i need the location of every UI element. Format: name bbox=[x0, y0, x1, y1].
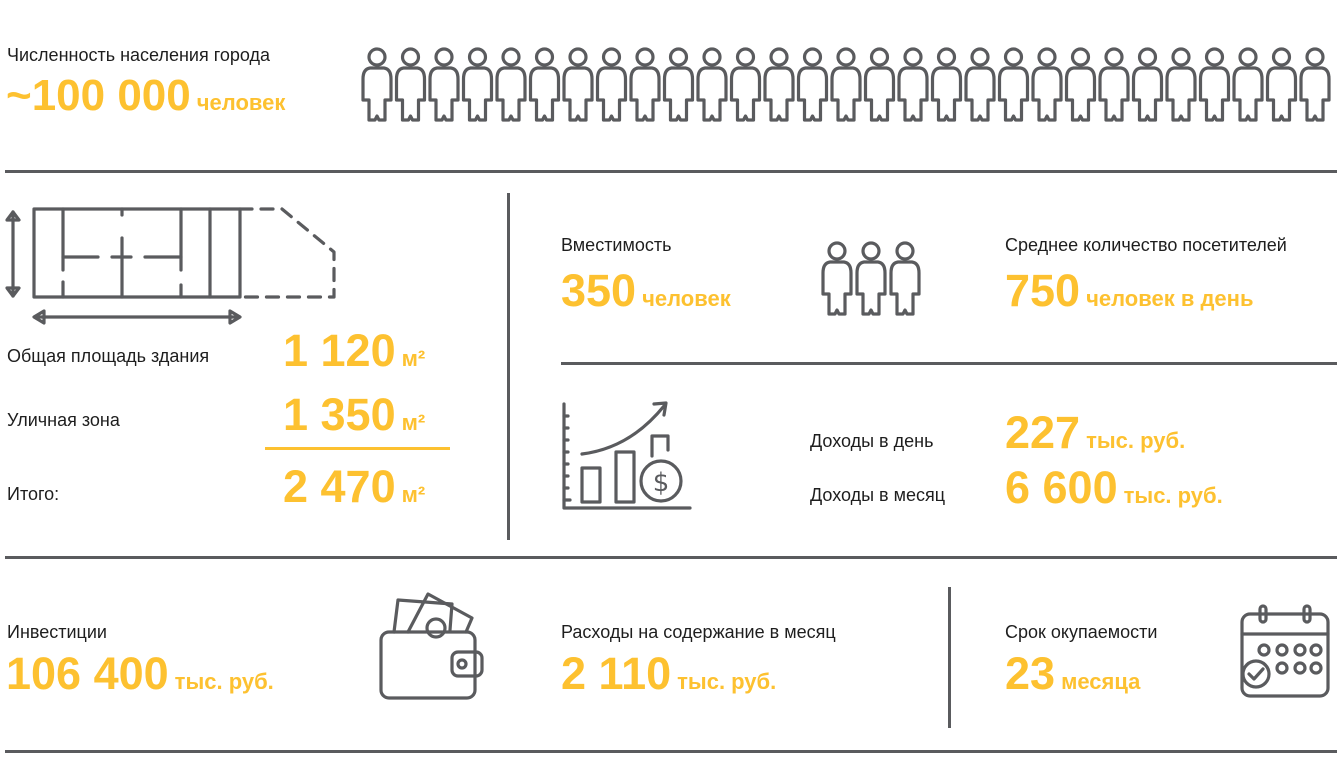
person-icon bbox=[461, 47, 494, 122]
value-unit: тыс. руб. bbox=[1123, 483, 1223, 508]
value-unit: м² bbox=[401, 482, 426, 507]
person-icon bbox=[428, 47, 460, 122]
person-icon bbox=[1165, 47, 1197, 122]
person-icon bbox=[361, 47, 393, 122]
person-icon bbox=[1031, 47, 1063, 122]
sum-line bbox=[265, 447, 450, 450]
person-icon bbox=[595, 47, 628, 122]
value-unit: тыс. руб. bbox=[677, 669, 777, 694]
expenses-label: Расходы на содержание в месяц bbox=[561, 622, 836, 642]
value-unit: месяца bbox=[1061, 669, 1141, 694]
income-month-value: 6 600 тыс. руб. bbox=[1005, 465, 1223, 510]
svg-text:$: $ bbox=[653, 468, 670, 498]
total-building-area-value: 1 120 м² bbox=[283, 328, 425, 373]
value-unit: м² bbox=[401, 346, 426, 371]
person-icon bbox=[729, 47, 762, 122]
growth-chart-dollar-icon: $ bbox=[562, 401, 692, 510]
person-icon bbox=[696, 47, 728, 122]
street-zone-label: Уличная зона bbox=[7, 410, 120, 430]
value-unit: тыс. руб. bbox=[174, 669, 274, 694]
total-value: 2 470 м² bbox=[283, 464, 425, 509]
total-label: Итого: bbox=[7, 484, 60, 504]
street-zone-value: 1 350 м² bbox=[283, 392, 425, 437]
person-icon bbox=[821, 241, 853, 316]
person-icon bbox=[997, 47, 1030, 122]
person-icon bbox=[394, 47, 427, 122]
investments-value: 106 400 тыс. руб. bbox=[6, 651, 274, 696]
value-number: 6 600 bbox=[1005, 462, 1118, 513]
value-unit: человек в день bbox=[1086, 286, 1254, 311]
person-icon bbox=[495, 47, 527, 122]
vertical-divider bbox=[948, 587, 951, 728]
income-day-value: 227 тыс. руб. bbox=[1005, 410, 1185, 455]
person-icon bbox=[1232, 47, 1264, 122]
divider bbox=[561, 362, 1337, 365]
value-number: 227 bbox=[1005, 407, 1081, 458]
population-label: Численность населения города bbox=[7, 45, 271, 65]
person-icon bbox=[1131, 47, 1164, 122]
person-icon bbox=[897, 47, 929, 122]
value-number: 2 110 bbox=[561, 648, 672, 699]
person-icon bbox=[1098, 47, 1130, 122]
population-number: ~100 000 bbox=[6, 71, 191, 120]
visitors-value: 750 человек в день bbox=[1005, 268, 1253, 313]
value-number: 23 bbox=[1005, 648, 1056, 699]
person-icon bbox=[528, 47, 561, 122]
person-icon bbox=[964, 47, 996, 122]
wallet-icon bbox=[379, 592, 484, 700]
value-unit: тыс. руб. bbox=[1086, 428, 1186, 453]
income-day-label: Доходы в день bbox=[810, 431, 934, 451]
vertical-divider bbox=[507, 193, 510, 540]
person-icon bbox=[662, 47, 695, 122]
divider bbox=[5, 750, 1337, 753]
person-icon bbox=[562, 47, 594, 122]
divider bbox=[5, 556, 1337, 559]
person-icon bbox=[1299, 47, 1331, 122]
expenses-value: 2 110 тыс. руб. bbox=[561, 651, 776, 696]
population-people-icons bbox=[361, 47, 1331, 122]
person-icon bbox=[855, 241, 887, 316]
population-unit: человек bbox=[196, 90, 286, 115]
value-number: 750 bbox=[1005, 265, 1081, 316]
total-building-area-label: Общая площадь здания bbox=[7, 346, 210, 366]
value-number: 106 400 bbox=[6, 648, 169, 699]
value-number: 2 470 bbox=[283, 461, 396, 512]
value-unit: м² bbox=[401, 410, 426, 435]
capacity-value: 350 человек bbox=[561, 268, 731, 313]
income-month-label: Доходы в месяц bbox=[810, 485, 946, 505]
population-value: ~100 000 человек bbox=[6, 74, 285, 118]
floor-plan-icon bbox=[5, 207, 336, 325]
person-icon bbox=[629, 47, 661, 122]
person-icon bbox=[763, 47, 795, 122]
person-icon bbox=[1198, 47, 1231, 122]
capacity-label: Вместимость bbox=[561, 235, 672, 255]
payback-value: 23 месяца bbox=[1005, 651, 1140, 696]
value-number: 1 350 bbox=[283, 389, 396, 440]
investments-label: Инвестиции bbox=[7, 622, 107, 642]
person-icon bbox=[930, 47, 963, 122]
value-number: 1 120 bbox=[283, 325, 396, 376]
value-number: 350 bbox=[561, 265, 637, 316]
calendar-icon bbox=[1240, 604, 1330, 698]
person-icon bbox=[1265, 47, 1298, 122]
person-icon bbox=[889, 241, 921, 316]
payback-label: Срок окупаемости bbox=[1005, 622, 1158, 642]
visitors-label: Среднее количество посетителей bbox=[1005, 235, 1287, 255]
people-group-icon bbox=[821, 241, 921, 316]
person-icon bbox=[796, 47, 829, 122]
value-unit: человек bbox=[642, 286, 731, 311]
person-icon bbox=[1064, 47, 1097, 122]
person-icon bbox=[863, 47, 896, 122]
person-icon bbox=[830, 47, 862, 122]
divider bbox=[5, 170, 1337, 173]
